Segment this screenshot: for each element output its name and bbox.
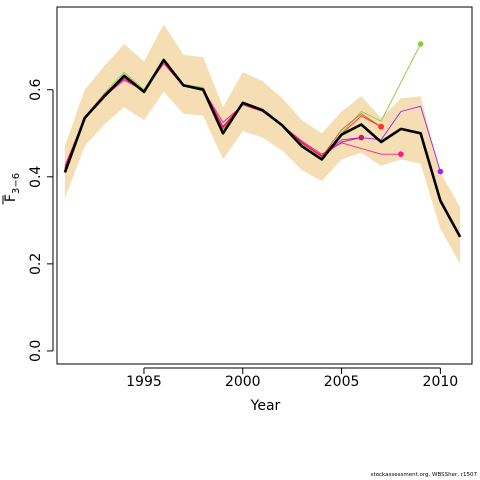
- svg-text:F3−6: F3−6: [3, 173, 22, 202]
- y-tick-label: 0.2: [28, 253, 44, 275]
- retro-series-line-3: [64, 63, 401, 167]
- footer-credit: stockassessment.org, WBSSher, r1507: [370, 472, 477, 478]
- y-tick-label: 0.4: [28, 166, 44, 188]
- x-tick-label: 2000: [225, 374, 261, 390]
- series-layer: [63, 43, 462, 238]
- series-endpoint-1: [417, 41, 424, 47]
- y-axis-title-main: F: [3, 194, 19, 202]
- y-axis-title-subscript: 3−6: [11, 173, 22, 194]
- x-tick-label: 1995: [126, 374, 162, 390]
- y-axis-title: F3−6: [2, 173, 22, 205]
- x-tick-label: 2005: [324, 374, 360, 390]
- endpoint-layer: [358, 41, 444, 175]
- x-axis-title: Year: [250, 398, 281, 414]
- y-tick-label: 0.6: [28, 78, 44, 100]
- main-estimate-line: [63, 58, 462, 238]
- plot-frame: [56, 6, 473, 365]
- series-endpoint-4: [437, 168, 444, 175]
- y-tick-label: 0.0: [28, 340, 44, 362]
- x-tick-label: 2010: [423, 374, 459, 390]
- confidence-band: [64, 24, 461, 264]
- series-endpoint-5: [378, 123, 384, 130]
- series-endpoint-6: [358, 134, 365, 141]
- y-axis: 0.0 0.2 0.4 0.6: [28, 78, 54, 362]
- x-axis: 1995 2000 2005 2010: [126, 367, 459, 390]
- series-endpoint-3: [398, 151, 404, 157]
- confidence-band-layer: [64, 24, 461, 264]
